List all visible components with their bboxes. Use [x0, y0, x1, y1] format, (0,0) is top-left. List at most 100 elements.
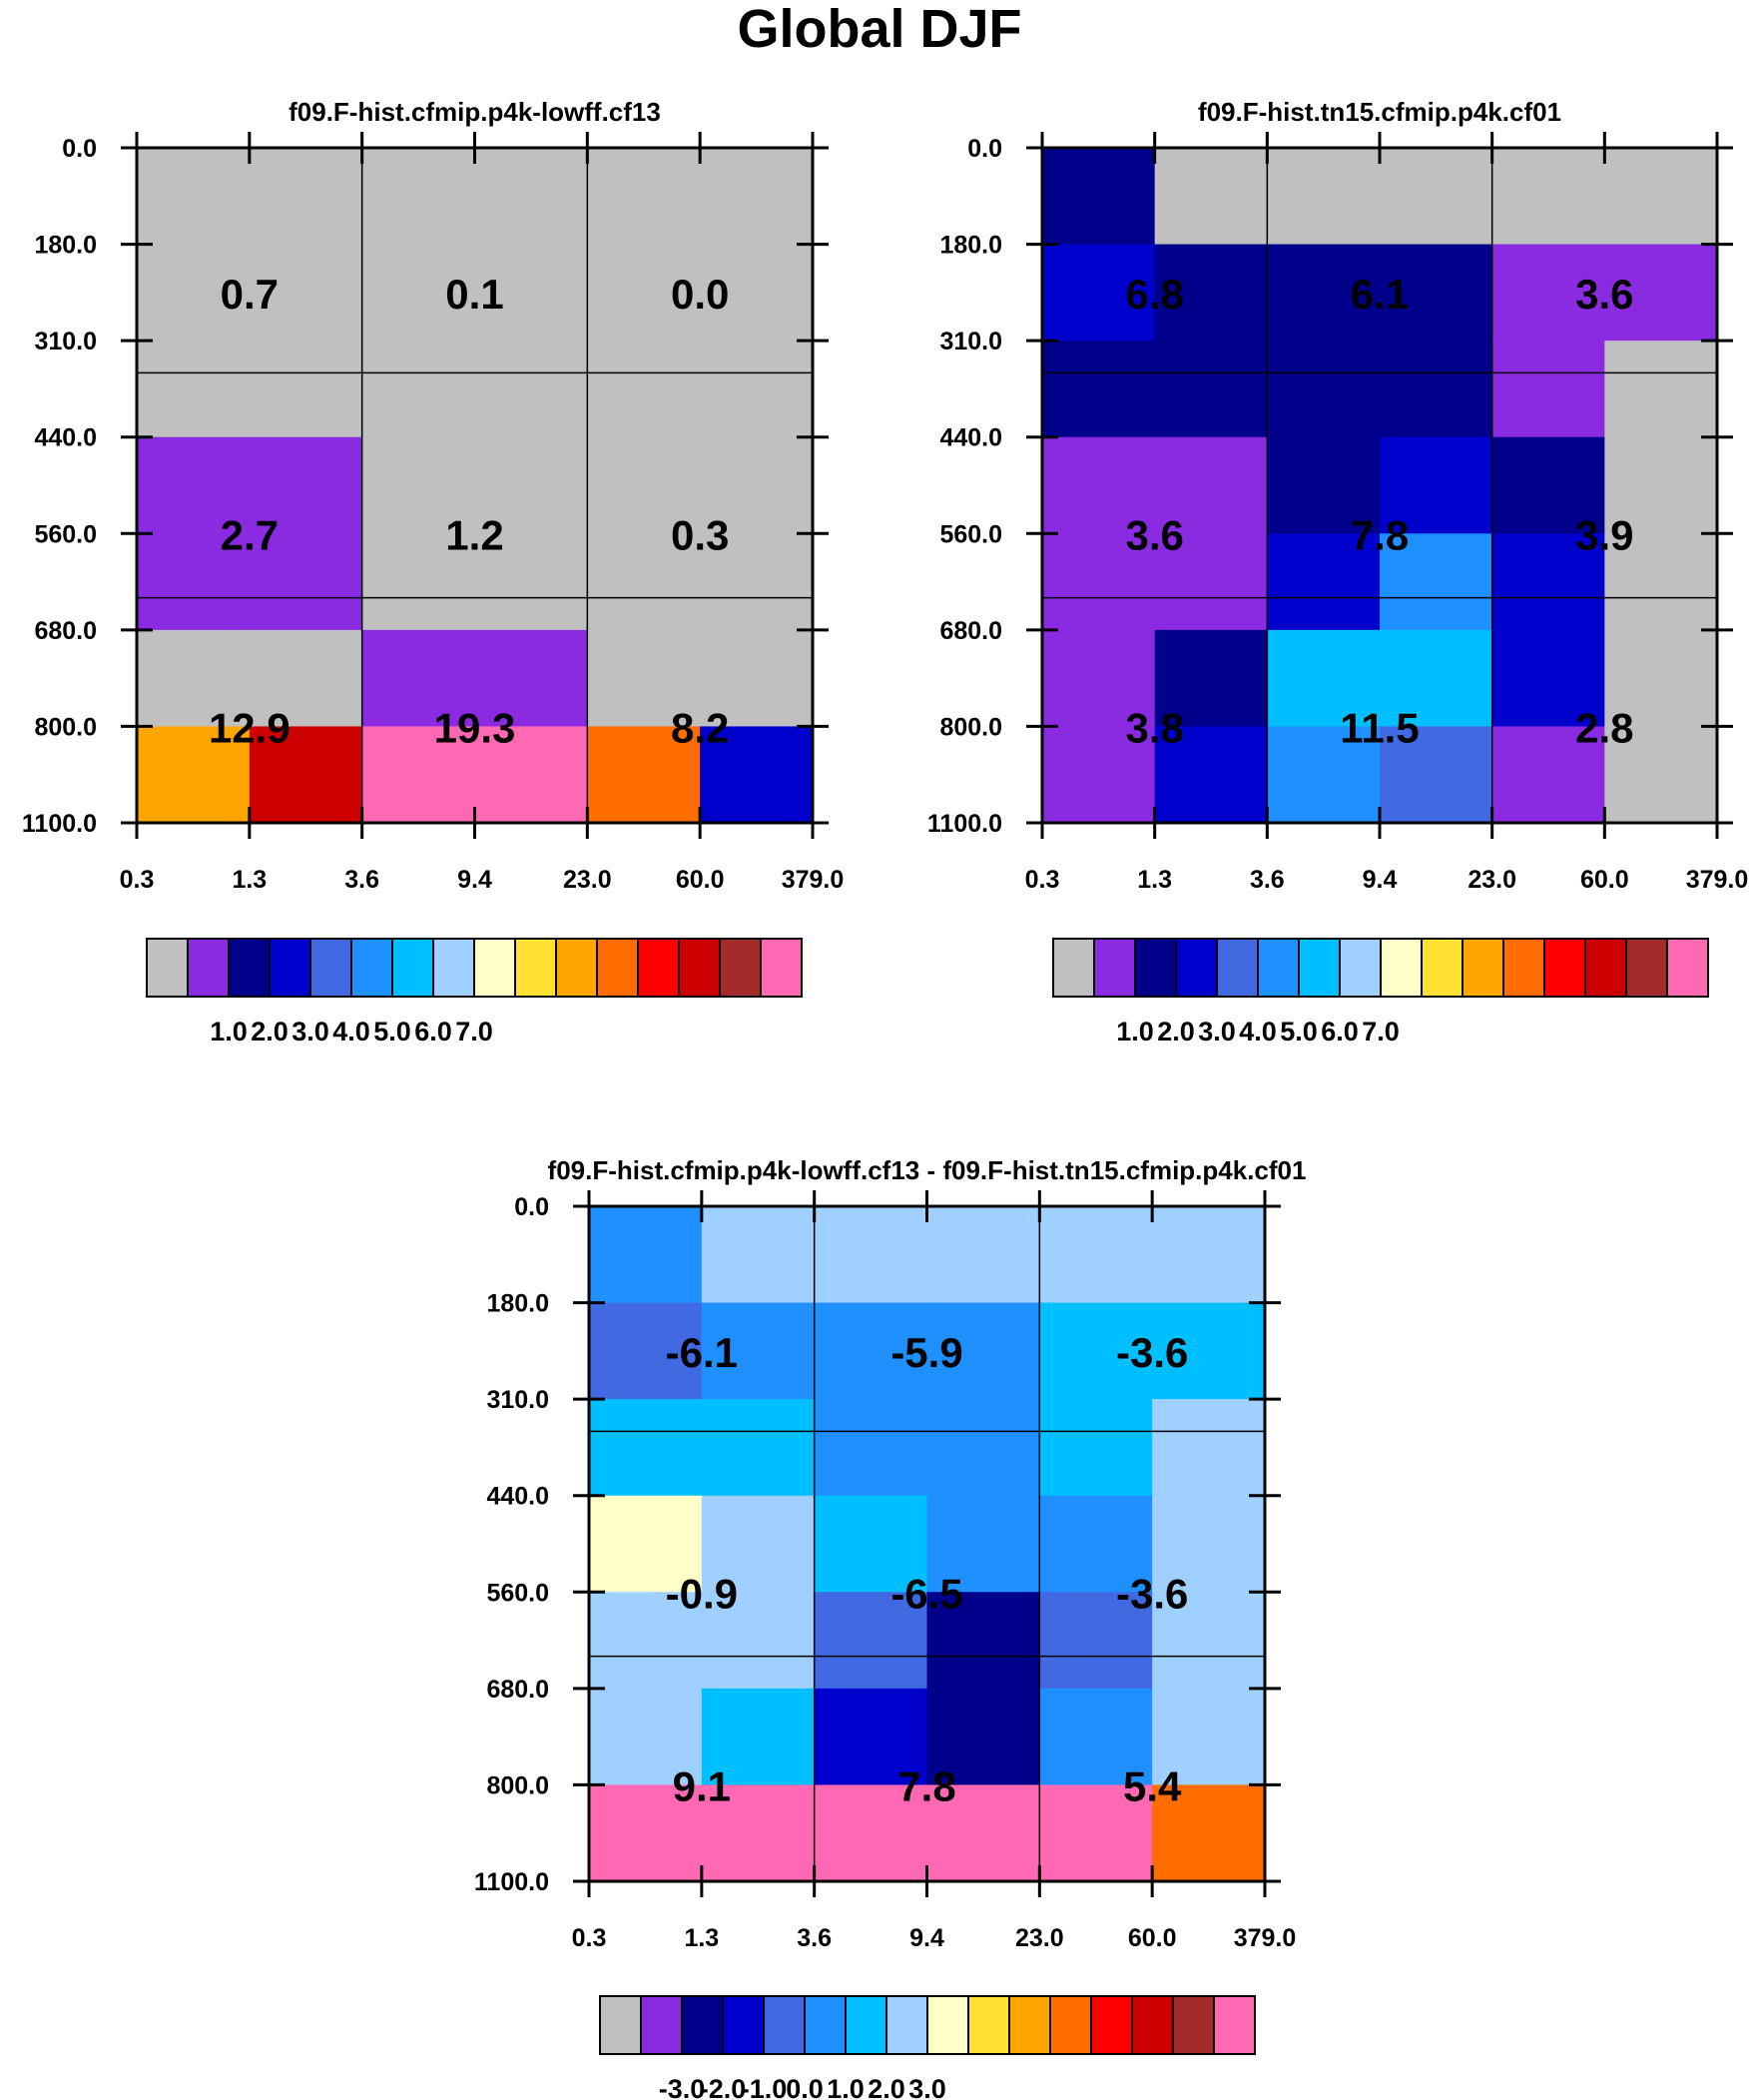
- heatmap-cell: [361, 436, 476, 534]
- heatmap-cell: [1604, 629, 1718, 728]
- heatmap-cell: [700, 726, 814, 824]
- heatmap-cell: [1042, 436, 1156, 534]
- colorbar-swatch: [681, 1995, 724, 2055]
- cell-value-label: 3.6: [1125, 511, 1183, 558]
- heatmap-cell: [814, 1688, 928, 1786]
- y-tick-label: 180.0: [486, 1290, 549, 1318]
- cell-value-label: 7.8: [897, 1762, 955, 1809]
- heatmap-cell: [1604, 148, 1718, 246]
- heatmap-cell: [926, 1784, 1040, 1882]
- heatmap-cell: [700, 148, 814, 246]
- panel-right: 0.0 180.0 310.0 440.0 560.0 680.0 800.0 1100.0 0…: [927, 97, 1748, 1047]
- heatmap-cell: [137, 148, 251, 246]
- heatmap-cell: [589, 1495, 703, 1593]
- cell-value-label: 6.8: [1125, 271, 1183, 318]
- heatmap-cell: [1380, 533, 1493, 631]
- heatmap-cell: [587, 629, 701, 728]
- x-tick-label: 0.3: [120, 866, 155, 894]
- heatmap-cell: [587, 148, 701, 246]
- heatmap-cell: [1154, 629, 1268, 728]
- heatmap-cell: [587, 341, 701, 438]
- colorbar-swatch: [640, 1995, 683, 2055]
- colorbar-swatch: [678, 938, 721, 998]
- colorbar-swatch: [1543, 938, 1586, 998]
- heatmap-cell: [926, 1495, 1040, 1593]
- y-tick-label: 310.0: [486, 1386, 549, 1414]
- cell-value-label: 2.8: [1575, 704, 1633, 751]
- colorbar-swatch: [1462, 938, 1504, 998]
- heatmap-cell: [1604, 726, 1718, 824]
- colorbar-swatch: [719, 938, 762, 998]
- heatmap-cell: [1380, 726, 1493, 824]
- colorbar-tick-label: 3.0: [1198, 1017, 1236, 1047]
- colorbar-swatch: [1339, 938, 1382, 998]
- heatmap-cell: [361, 629, 476, 728]
- heatmap-cell: [1267, 629, 1381, 728]
- colorbar-swatch: [1298, 938, 1341, 998]
- colorbar-swatch: [967, 1995, 1010, 2055]
- heatmap-cell: [1267, 244, 1381, 342]
- colorbar-swatch: [885, 1995, 928, 2055]
- heatmap-cell: [1152, 1688, 1266, 1786]
- heatmap-cell: [1491, 629, 1605, 728]
- cell-value-label: -5.9: [890, 1329, 962, 1376]
- cell-value-label: 0.0: [671, 271, 729, 318]
- heatmap-cell: [361, 341, 476, 438]
- colorbar-swatch: [187, 938, 230, 998]
- y-tick-label: 680.0: [486, 1676, 549, 1704]
- y-tick-label: 1100.0: [474, 1868, 549, 1896]
- heatmap-cell: [1604, 341, 1718, 438]
- heatmap-cell: [1152, 1399, 1266, 1497]
- x-tick-label: 0.3: [1025, 866, 1060, 894]
- heatmap-cell: [1152, 1592, 1266, 1690]
- x-tick-label: 3.6: [1250, 866, 1285, 894]
- x-tick-label: 379.0: [1234, 1924, 1297, 1952]
- colorbar-tick-label: 0.0: [786, 2074, 824, 2100]
- cell-value-label: 3.6: [1575, 271, 1633, 318]
- heatmap-cell: [137, 341, 251, 438]
- heatmap-cell: [589, 1302, 703, 1400]
- heatmap-cell: [249, 726, 363, 824]
- heatmap-cell: [589, 1592, 703, 1690]
- colorbar-swatch: [1216, 938, 1259, 998]
- colorbar-swatch: [722, 1995, 765, 2055]
- heatmap-cell: [1491, 533, 1605, 631]
- colorbar-swatch: [1172, 1995, 1215, 2055]
- heatmap-cell: [1604, 244, 1718, 342]
- y-tick-label: 560.0: [486, 1579, 549, 1607]
- colorbar-tick-label: 3.0: [908, 2074, 946, 2100]
- heatmap-cell: [1039, 1206, 1153, 1304]
- y-tick-label: 310.0: [34, 328, 97, 355]
- heatmap-cell: [700, 244, 814, 342]
- x-tick-label: 1.3: [1137, 866, 1172, 894]
- y-tick-label: 800.0: [939, 713, 1002, 741]
- colorbar-swatch: [1134, 938, 1177, 998]
- colorbar-swatch: [228, 938, 271, 998]
- x-tick-label: 23.0: [1467, 866, 1516, 894]
- heatmap-cell: [1380, 629, 1493, 728]
- colorbar-swatch: [514, 938, 557, 998]
- colorbar-swatch: [1666, 938, 1709, 998]
- colorbar-swatch: [309, 938, 352, 998]
- heatmap-cell: [700, 341, 814, 438]
- cell-value-label: 0.3: [671, 511, 729, 558]
- heatmap-cell: [814, 1592, 928, 1690]
- colorbar-tick-label: 5.0: [373, 1017, 411, 1047]
- cell-value-label: 0.7: [221, 271, 279, 318]
- cell-value-label: 2.7: [221, 511, 279, 558]
- heatmap-cell: [474, 148, 588, 246]
- x-tick-label: 60.0: [676, 866, 725, 894]
- colorbar-swatch: [763, 1995, 806, 2055]
- heatmap-cell: [249, 148, 363, 246]
- colorbar-swatch: [350, 938, 393, 998]
- heatmap-cell: [361, 148, 476, 246]
- colorbar-swatch: [432, 938, 475, 998]
- heatmap-cell: [1267, 726, 1381, 824]
- heatmap-cell: [814, 1495, 928, 1593]
- x-tick-label: 3.6: [797, 1924, 832, 1952]
- heatmap-cell: [474, 244, 588, 342]
- y-tick-label: 1100.0: [927, 810, 1002, 838]
- heatmap-cell: [474, 341, 588, 438]
- y-tick-label: 560.0: [939, 520, 1002, 548]
